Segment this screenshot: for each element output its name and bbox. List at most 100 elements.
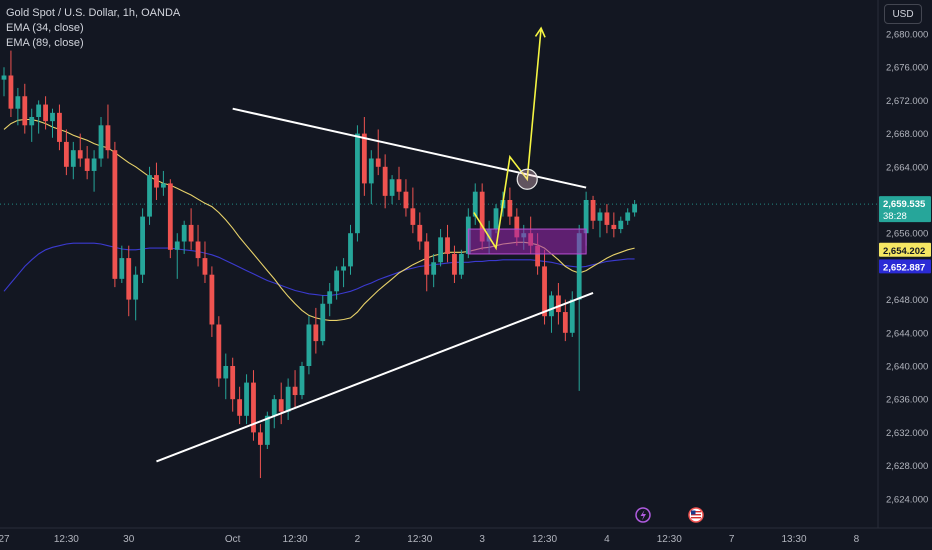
candle-body[interactable]: [306, 324, 312, 367]
candle[interactable]: [216, 316, 222, 387]
candle[interactable]: [91, 150, 97, 192]
candle-body[interactable]: [223, 366, 229, 379]
candle[interactable]: [84, 146, 90, 180]
candle[interactable]: [278, 382, 284, 425]
candle-body[interactable]: [112, 150, 118, 279]
us-flag-event-icon[interactable]: [688, 507, 704, 523]
candle[interactable]: [22, 83, 28, 134]
currency-button[interactable]: USD: [884, 4, 922, 24]
candle[interactable]: [77, 133, 83, 167]
candle[interactable]: [167, 179, 173, 259]
candle-body[interactable]: [271, 399, 277, 416]
candles-layer[interactable]: [1, 50, 638, 479]
candle-body[interactable]: [77, 150, 83, 159]
candle-body[interactable]: [458, 253, 464, 275]
candle-body[interactable]: [63, 141, 69, 167]
candle[interactable]: [112, 141, 118, 288]
candle[interactable]: [98, 117, 104, 167]
candle-body[interactable]: [417, 224, 423, 242]
candle-body[interactable]: [507, 200, 513, 217]
candle-body[interactable]: [389, 179, 395, 196]
candle[interactable]: [251, 370, 256, 441]
candle[interactable]: [271, 395, 277, 429]
candle-body[interactable]: [583, 200, 589, 234]
candle[interactable]: [562, 299, 568, 342]
candle[interactable]: [327, 283, 333, 317]
price-axis[interactable]: 2,680.000 2,676.000 2,672.000 2,668.000 2,66…: [886, 30, 928, 506]
candle-body[interactable]: [368, 158, 374, 184]
candle[interactable]: [452, 245, 457, 283]
candle[interactable]: [341, 258, 346, 288]
candle-body[interactable]: [479, 191, 485, 242]
candle-body[interactable]: [147, 175, 152, 217]
candle[interactable]: [361, 117, 367, 196]
candle[interactable]: [258, 424, 263, 479]
candle[interactable]: [133, 266, 139, 321]
candle[interactable]: [237, 386, 243, 425]
candle-body[interactable]: [424, 241, 430, 275]
candle-body[interactable]: [160, 183, 166, 188]
candle-body[interactable]: [209, 274, 215, 325]
candle[interactable]: [306, 316, 312, 375]
time-axis[interactable]: 27 12:30 30 Oct 12:30 2 12:30 3 12:30 4 12:30 7 13:3…: [0, 534, 860, 545]
candle-body[interactable]: [285, 386, 291, 412]
candle-body[interactable]: [50, 112, 55, 122]
candle-body[interactable]: [43, 104, 48, 122]
candle-body[interactable]: [299, 366, 305, 396]
candle-body[interactable]: [91, 158, 97, 171]
candle[interactable]: [556, 283, 561, 325]
candle-body[interactable]: [445, 237, 450, 254]
candle-body[interactable]: [542, 266, 547, 317]
candle-body[interactable]: [611, 224, 617, 230]
candle[interactable]: [334, 266, 340, 300]
candle[interactable]: [590, 195, 596, 230]
candle-body[interactable]: [590, 200, 596, 221]
candle-body[interactable]: [202, 258, 208, 275]
candle-body[interactable]: [361, 133, 367, 184]
target-circle[interactable]: [516, 168, 538, 190]
projection-path[interactable]: [473, 28, 542, 251]
candle[interactable]: [50, 108, 55, 138]
candle-body[interactable]: [126, 258, 132, 300]
candle[interactable]: [320, 295, 326, 346]
candle[interactable]: [382, 154, 388, 209]
candle[interactable]: [368, 150, 374, 205]
candle[interactable]: [618, 216, 624, 234]
candle-body[interactable]: [576, 233, 582, 300]
candle-body[interactable]: [181, 224, 187, 242]
candle-body[interactable]: [105, 125, 111, 151]
candle-body[interactable]: [604, 212, 610, 225]
candle[interactable]: [458, 249, 464, 279]
candle-body[interactable]: [174, 241, 180, 250]
lower-trendline[interactable]: [156, 292, 594, 463]
candle[interactable]: [493, 204, 499, 234]
candle[interactable]: [396, 166, 402, 200]
candle-body[interactable]: [251, 382, 256, 433]
candle-body[interactable]: [8, 75, 14, 109]
candle-body[interactable]: [84, 158, 90, 171]
candle[interactable]: [174, 233, 180, 279]
candle[interactable]: [507, 187, 513, 225]
candle-body[interactable]: [452, 253, 457, 275]
candle-body[interactable]: [334, 270, 340, 292]
candle[interactable]: [29, 108, 35, 142]
candle[interactable]: [625, 208, 631, 225]
candle-body[interactable]: [195, 241, 201, 259]
candle[interactable]: [209, 266, 215, 337]
lightning-event-icon[interactable]: [635, 507, 651, 523]
event-icons[interactable]: [635, 507, 704, 523]
candle[interactable]: [70, 141, 76, 180]
candle-body[interactable]: [549, 295, 554, 317]
candle-body[interactable]: [327, 291, 333, 304]
candle-body[interactable]: [98, 125, 104, 159]
candle[interactable]: [285, 378, 291, 420]
candle[interactable]: [126, 245, 132, 317]
candle[interactable]: [597, 208, 603, 238]
candle-body[interactable]: [167, 183, 173, 250]
candle-body[interactable]: [431, 262, 437, 275]
candle[interactable]: [105, 104, 111, 159]
candle-body[interactable]: [410, 208, 416, 225]
candle[interactable]: [569, 291, 575, 337]
candle-body[interactable]: [375, 158, 381, 167]
demand-zone-rectangle[interactable]: [467, 228, 587, 255]
